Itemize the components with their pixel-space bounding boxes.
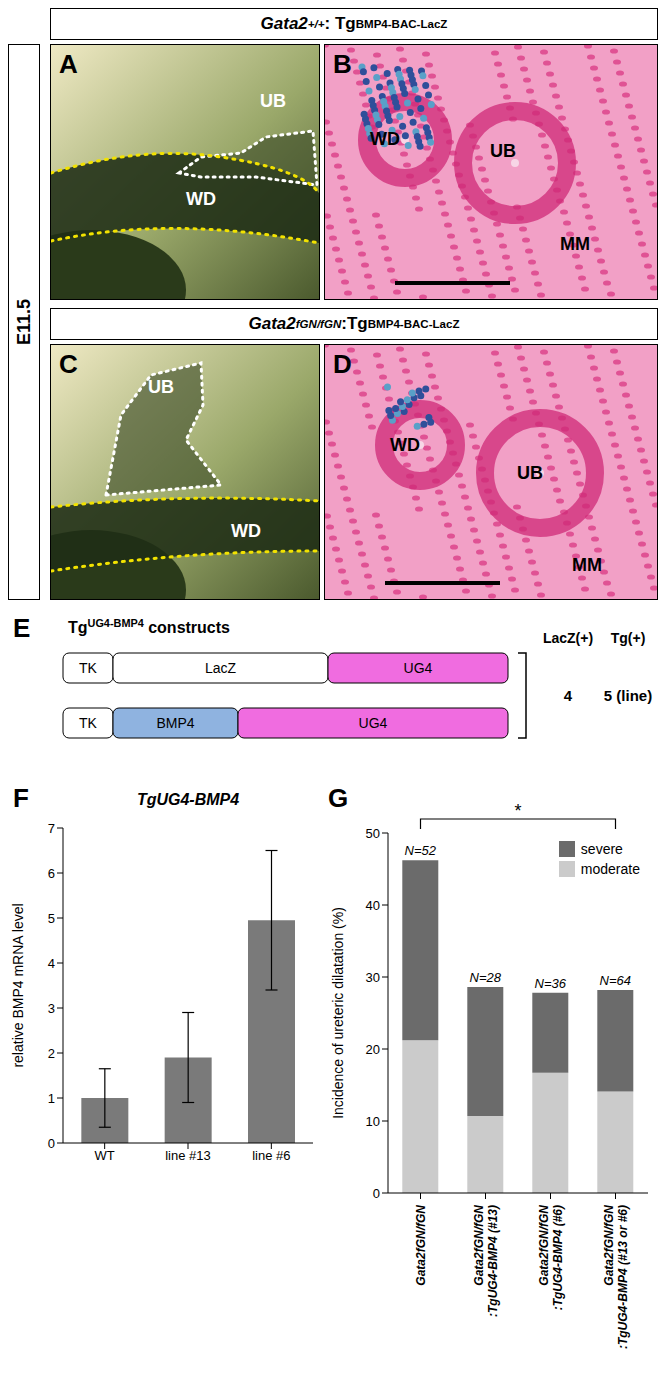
html-text:TgUG4-BMP4: TgUG4-BMP4: [136, 791, 240, 808]
html-text:G: G: [328, 783, 349, 813]
svg-text:4: 4: [48, 956, 55, 971]
svg-text:50: 50: [366, 826, 380, 841]
svg-text:4: 4: [564, 687, 573, 704]
svg-text:UB: UB: [148, 377, 174, 397]
svg-text:line #6: line #6: [252, 1148, 290, 1163]
svg-text:N=28: N=28: [470, 970, 502, 985]
svg-text:40: 40: [366, 898, 380, 913]
html-text:severe: severe: [580, 841, 623, 857]
svg-text:C: C: [59, 349, 78, 379]
svg-text:Gata2fGN/fGN:TgUG4-BMP4 (#13): Gata2fGN/fGN:TgUG4-BMP4 (#13): [472, 1205, 500, 1317]
svg-text:WT: WT: [95, 1148, 115, 1163]
svg-text:UB: UB: [517, 463, 543, 483]
svg-text:LacZ(+): LacZ(+): [543, 630, 593, 646]
svg-text:Gata2fGN/fGN:TgUG4-BMP4 (#6): Gata2fGN/fGN:TgUG4-BMP4 (#6): [537, 1205, 565, 1311]
svg-text:3: 3: [48, 1001, 55, 1016]
html-text:F: F: [13, 783, 29, 813]
svg-text:TK: TK: [79, 715, 98, 731]
html-text:TgUG4-BMP4constructs: TgUG4-BMP4constructs: [68, 617, 230, 637]
svg-text:A: A: [59, 49, 78, 79]
svg-text:N=64: N=64: [600, 973, 631, 988]
svg-text:UG4: UG4: [359, 715, 388, 731]
svg-text:WD: WD: [390, 435, 420, 455]
svg-text:2: 2: [48, 1046, 55, 1061]
svg-text:WD: WD: [186, 189, 216, 209]
svg-text:WD: WD: [370, 129, 400, 149]
svg-text:Gata2fGN/fGN: Gata2fGN/fGN: [414, 1205, 428, 1286]
svg-text:20: 20: [366, 1042, 380, 1057]
html-text:moderate: moderate: [580, 861, 640, 877]
svg-text:TK: TK: [79, 660, 98, 676]
html-text:Gata2fGN/fGN:TgBMP4-BAC-LacZ: Gata2fGN/fGN:TgBMP4-BAC-LacZ: [248, 314, 460, 333]
svg-text:*: *: [514, 801, 521, 821]
svg-text:6: 6: [48, 866, 55, 881]
svg-text:Incidence of ureteric dilatati: Incidence of ureteric dilatation (%): [330, 907, 346, 1119]
svg-text:5 (line): 5 (line): [604, 687, 652, 704]
svg-text:5: 5: [48, 911, 55, 926]
svg-text:D: D: [333, 349, 352, 379]
svg-text:Gata2fGN/fGN:TgUG4-BMP4 (#13 o: Gata2fGN/fGN:TgUG4-BMP4 (#13 or #6): [602, 1205, 630, 1349]
svg-text:WD: WD: [231, 521, 261, 541]
html-text:E: E: [13, 613, 31, 643]
svg-text:MM: MM: [572, 555, 602, 575]
svg-text:1: 1: [48, 1091, 55, 1106]
svg-text:relative BMP4 mRNA level: relative BMP4 mRNA level: [10, 903, 26, 1067]
svg-text:UB: UB: [260, 91, 286, 111]
svg-text:line #13: line #13: [165, 1148, 211, 1163]
svg-text:UG4: UG4: [404, 660, 433, 676]
svg-text:B: B: [333, 49, 352, 79]
svg-text:N=36: N=36: [535, 976, 567, 991]
svg-text:UB: UB: [490, 141, 516, 161]
svg-text:0: 0: [48, 1136, 55, 1151]
svg-text:BMP4: BMP4: [156, 715, 194, 731]
html-text:E11.5: E11.5: [13, 299, 34, 345]
svg-text:0: 0: [373, 1186, 380, 1201]
svg-text:MM: MM: [560, 234, 590, 254]
svg-text:7: 7: [48, 821, 55, 836]
svg-text:10: 10: [366, 1114, 380, 1129]
svg-text:N=52: N=52: [405, 843, 437, 858]
html-text:Gata2+/+: TgBMP4-BAC-LacZ: Gata2+/+: TgBMP4-BAC-LacZ: [260, 14, 448, 33]
svg-text:30: 30: [366, 970, 380, 985]
svg-text:LacZ: LacZ: [205, 660, 237, 676]
svg-text:Tg(+): Tg(+): [611, 630, 646, 646]
